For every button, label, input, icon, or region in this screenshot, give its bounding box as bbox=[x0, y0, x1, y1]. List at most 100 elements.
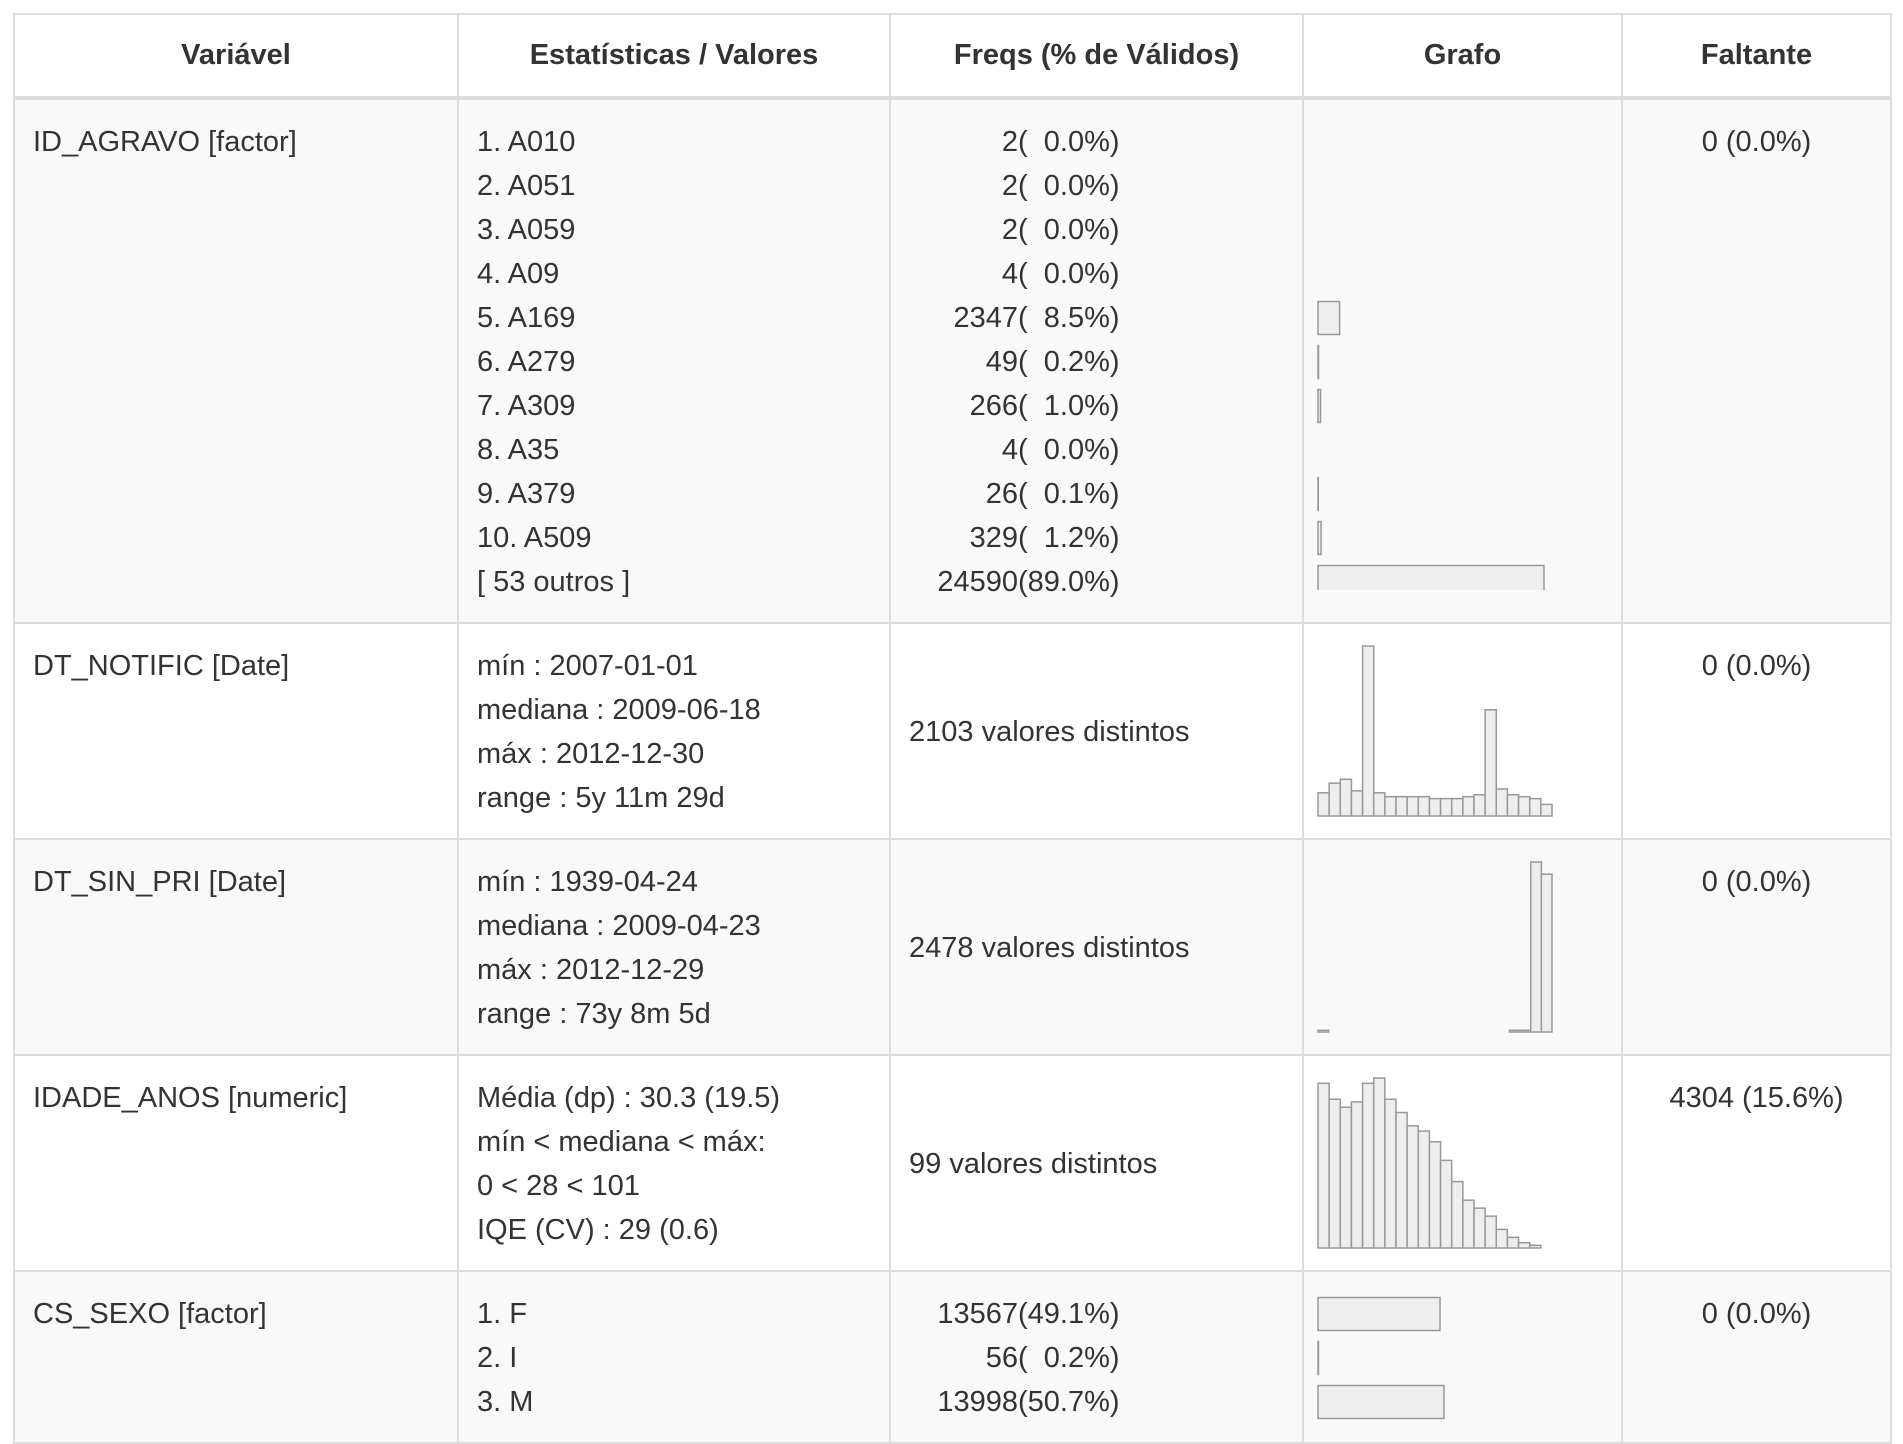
freq-line: 56( 0.2%) bbox=[909, 1336, 1284, 1380]
histogram-bar bbox=[1363, 646, 1374, 816]
freq-count: 2 bbox=[909, 164, 1018, 208]
freqs-cell: 99 valores distintos bbox=[890, 1055, 1303, 1271]
missing-cell: 0 (0.0%) bbox=[1622, 623, 1891, 839]
graph-cell bbox=[1303, 623, 1622, 839]
header-graph: Grafo bbox=[1303, 14, 1622, 98]
freqs-cell: 13567(49.1%) 56( 0.2%) 13998(50.7%) bbox=[890, 1271, 1303, 1443]
histogram-bar bbox=[1463, 1200, 1474, 1248]
freq-count: 329 bbox=[909, 516, 1018, 560]
freq-line: 2( 0.0%) bbox=[909, 208, 1284, 252]
missing-value: 4304 (15.6%) bbox=[1641, 1076, 1872, 1120]
stat-line: mediana : 2009-06-18 bbox=[477, 688, 871, 732]
stat-line: 0 < 28 < 101 bbox=[477, 1164, 871, 1208]
freq-percent: ( 0.0%) bbox=[1018, 164, 1142, 208]
histogram-bar bbox=[1374, 793, 1385, 816]
header-row: Variável Estatísticas / Valores Freqs (%… bbox=[14, 14, 1891, 98]
stats-cell: 1. A010 2. A051 3. A059 4. A09 5. A169 6… bbox=[458, 98, 890, 623]
dt-sin-pri-histogram bbox=[1316, 860, 1556, 1035]
stat-line: 7. A309 bbox=[477, 384, 871, 428]
freq-percent: ( 8.5%) bbox=[1018, 296, 1142, 340]
freq-line: 329( 1.2%) bbox=[909, 516, 1284, 560]
freq-line: 13998(50.7%) bbox=[909, 1380, 1284, 1424]
stats-cell: 1. F 2. I 3. M bbox=[458, 1271, 890, 1443]
freq-count: 266 bbox=[909, 384, 1018, 428]
stat-line: 2. I bbox=[477, 1336, 871, 1380]
histogram-bar bbox=[1530, 1245, 1541, 1248]
freq-percent: (49.1%) bbox=[1018, 1292, 1142, 1336]
histogram-bar bbox=[1396, 1113, 1407, 1248]
freq-count: 13998 bbox=[909, 1380, 1018, 1424]
freq-count: 56 bbox=[909, 1336, 1018, 1380]
freq-line: 24590(89.0%) bbox=[909, 560, 1284, 604]
missing-value: 0 (0.0%) bbox=[1641, 860, 1872, 904]
histogram-bar bbox=[1441, 799, 1452, 816]
freq-count: 26 bbox=[909, 472, 1018, 516]
histogram-bar bbox=[1519, 797, 1530, 816]
graph-cell bbox=[1303, 1271, 1622, 1443]
table-row: CS_SEXO [factor] 1. F 2. I 3. M 13567(49… bbox=[14, 1271, 1891, 1443]
stat-line: 6. A279 bbox=[477, 340, 871, 384]
histogram-bar bbox=[1452, 1182, 1463, 1248]
histogram-bar bbox=[1507, 1237, 1518, 1248]
histogram-bar bbox=[1351, 791, 1362, 816]
histogram-bar bbox=[1385, 797, 1396, 816]
table-row: DT_NOTIFIC [Date] mín : 2007-01-01 media… bbox=[14, 623, 1891, 839]
missing-value: 0 (0.0%) bbox=[1641, 644, 1872, 688]
freq-percent: ( 0.2%) bbox=[1018, 1336, 1142, 1380]
histogram-bar bbox=[1496, 789, 1507, 816]
histogram-bar bbox=[1363, 1083, 1374, 1248]
freq-line: 2( 0.0%) bbox=[909, 164, 1284, 208]
stat-line: 2. A051 bbox=[477, 164, 871, 208]
histogram-bar bbox=[1429, 799, 1440, 816]
freq-line: 4( 0.0%) bbox=[909, 252, 1284, 296]
histogram-bar bbox=[1531, 862, 1542, 1032]
freq-percent: ( 0.0%) bbox=[1018, 208, 1142, 252]
bar bbox=[1318, 1298, 1440, 1331]
stat-line: 4. A09 bbox=[477, 252, 871, 296]
stat-line: 3. M bbox=[477, 1380, 871, 1424]
histogram-bar bbox=[1530, 799, 1541, 816]
freqs-cell: 2478 valores distintos bbox=[890, 839, 1303, 1055]
histogram-bar bbox=[1474, 795, 1485, 816]
histogram-bar bbox=[1340, 1107, 1351, 1248]
variable-cell: IDADE_ANOS [numeric] bbox=[14, 1055, 458, 1271]
stats-cell: Média (dp) : 30.3 (19.5) mín < mediana <… bbox=[458, 1055, 890, 1271]
cs-sexo-bar-chart bbox=[1316, 1292, 1556, 1432]
variable-name: DT_SIN_PRI [Date] bbox=[33, 860, 439, 904]
header-missing: Faltante bbox=[1622, 14, 1891, 98]
stat-line: mediana : 2009-04-23 bbox=[477, 904, 871, 948]
freq-count: 4 bbox=[909, 252, 1018, 296]
bar bbox=[1318, 522, 1321, 555]
stat-line: 1. F bbox=[477, 1292, 871, 1336]
histogram-bar bbox=[1485, 1216, 1496, 1248]
variable-name: CS_SEXO [factor] bbox=[33, 1292, 439, 1336]
freq-count: 13567 bbox=[909, 1292, 1018, 1336]
histogram-bar bbox=[1429, 1142, 1440, 1248]
freq-percent: ( 0.0%) bbox=[1018, 120, 1142, 164]
histogram-bar bbox=[1541, 804, 1552, 816]
stat-line: 5. A169 bbox=[477, 296, 871, 340]
histogram-bar bbox=[1474, 1208, 1485, 1248]
freq-count: 24590 bbox=[909, 560, 1018, 604]
variable-name: ID_AGRAVO [factor] bbox=[33, 120, 439, 164]
histogram-bar bbox=[1351, 1102, 1362, 1248]
freq-percent: (89.0%) bbox=[1018, 560, 1142, 604]
variable-cell: DT_SIN_PRI [Date] bbox=[14, 839, 458, 1055]
distinct-values: 2103 valores distintos bbox=[909, 710, 1284, 754]
freq-count: 2347 bbox=[909, 296, 1018, 340]
variable-cell: CS_SEXO [factor] bbox=[14, 1271, 458, 1443]
bar bbox=[1318, 1386, 1444, 1419]
freq-line: 266( 1.0%) bbox=[909, 384, 1284, 428]
variable-cell: ID_AGRAVO [factor] bbox=[14, 98, 458, 623]
stat-line: máx : 2012-12-30 bbox=[477, 732, 871, 776]
stat-line: mín < mediana < máx: bbox=[477, 1120, 871, 1164]
histogram-bar bbox=[1318, 793, 1329, 816]
histogram-bar bbox=[1452, 799, 1463, 816]
histogram-bar bbox=[1441, 1160, 1452, 1248]
summary-table: Variável Estatísticas / Valores Freqs (%… bbox=[13, 13, 1892, 1444]
idade-anos-histogram bbox=[1316, 1076, 1556, 1251]
histogram-bar bbox=[1541, 874, 1552, 1032]
freq-count: 49 bbox=[909, 340, 1018, 384]
histogram-bar bbox=[1396, 797, 1407, 816]
variable-name: IDADE_ANOS [numeric] bbox=[33, 1076, 439, 1120]
